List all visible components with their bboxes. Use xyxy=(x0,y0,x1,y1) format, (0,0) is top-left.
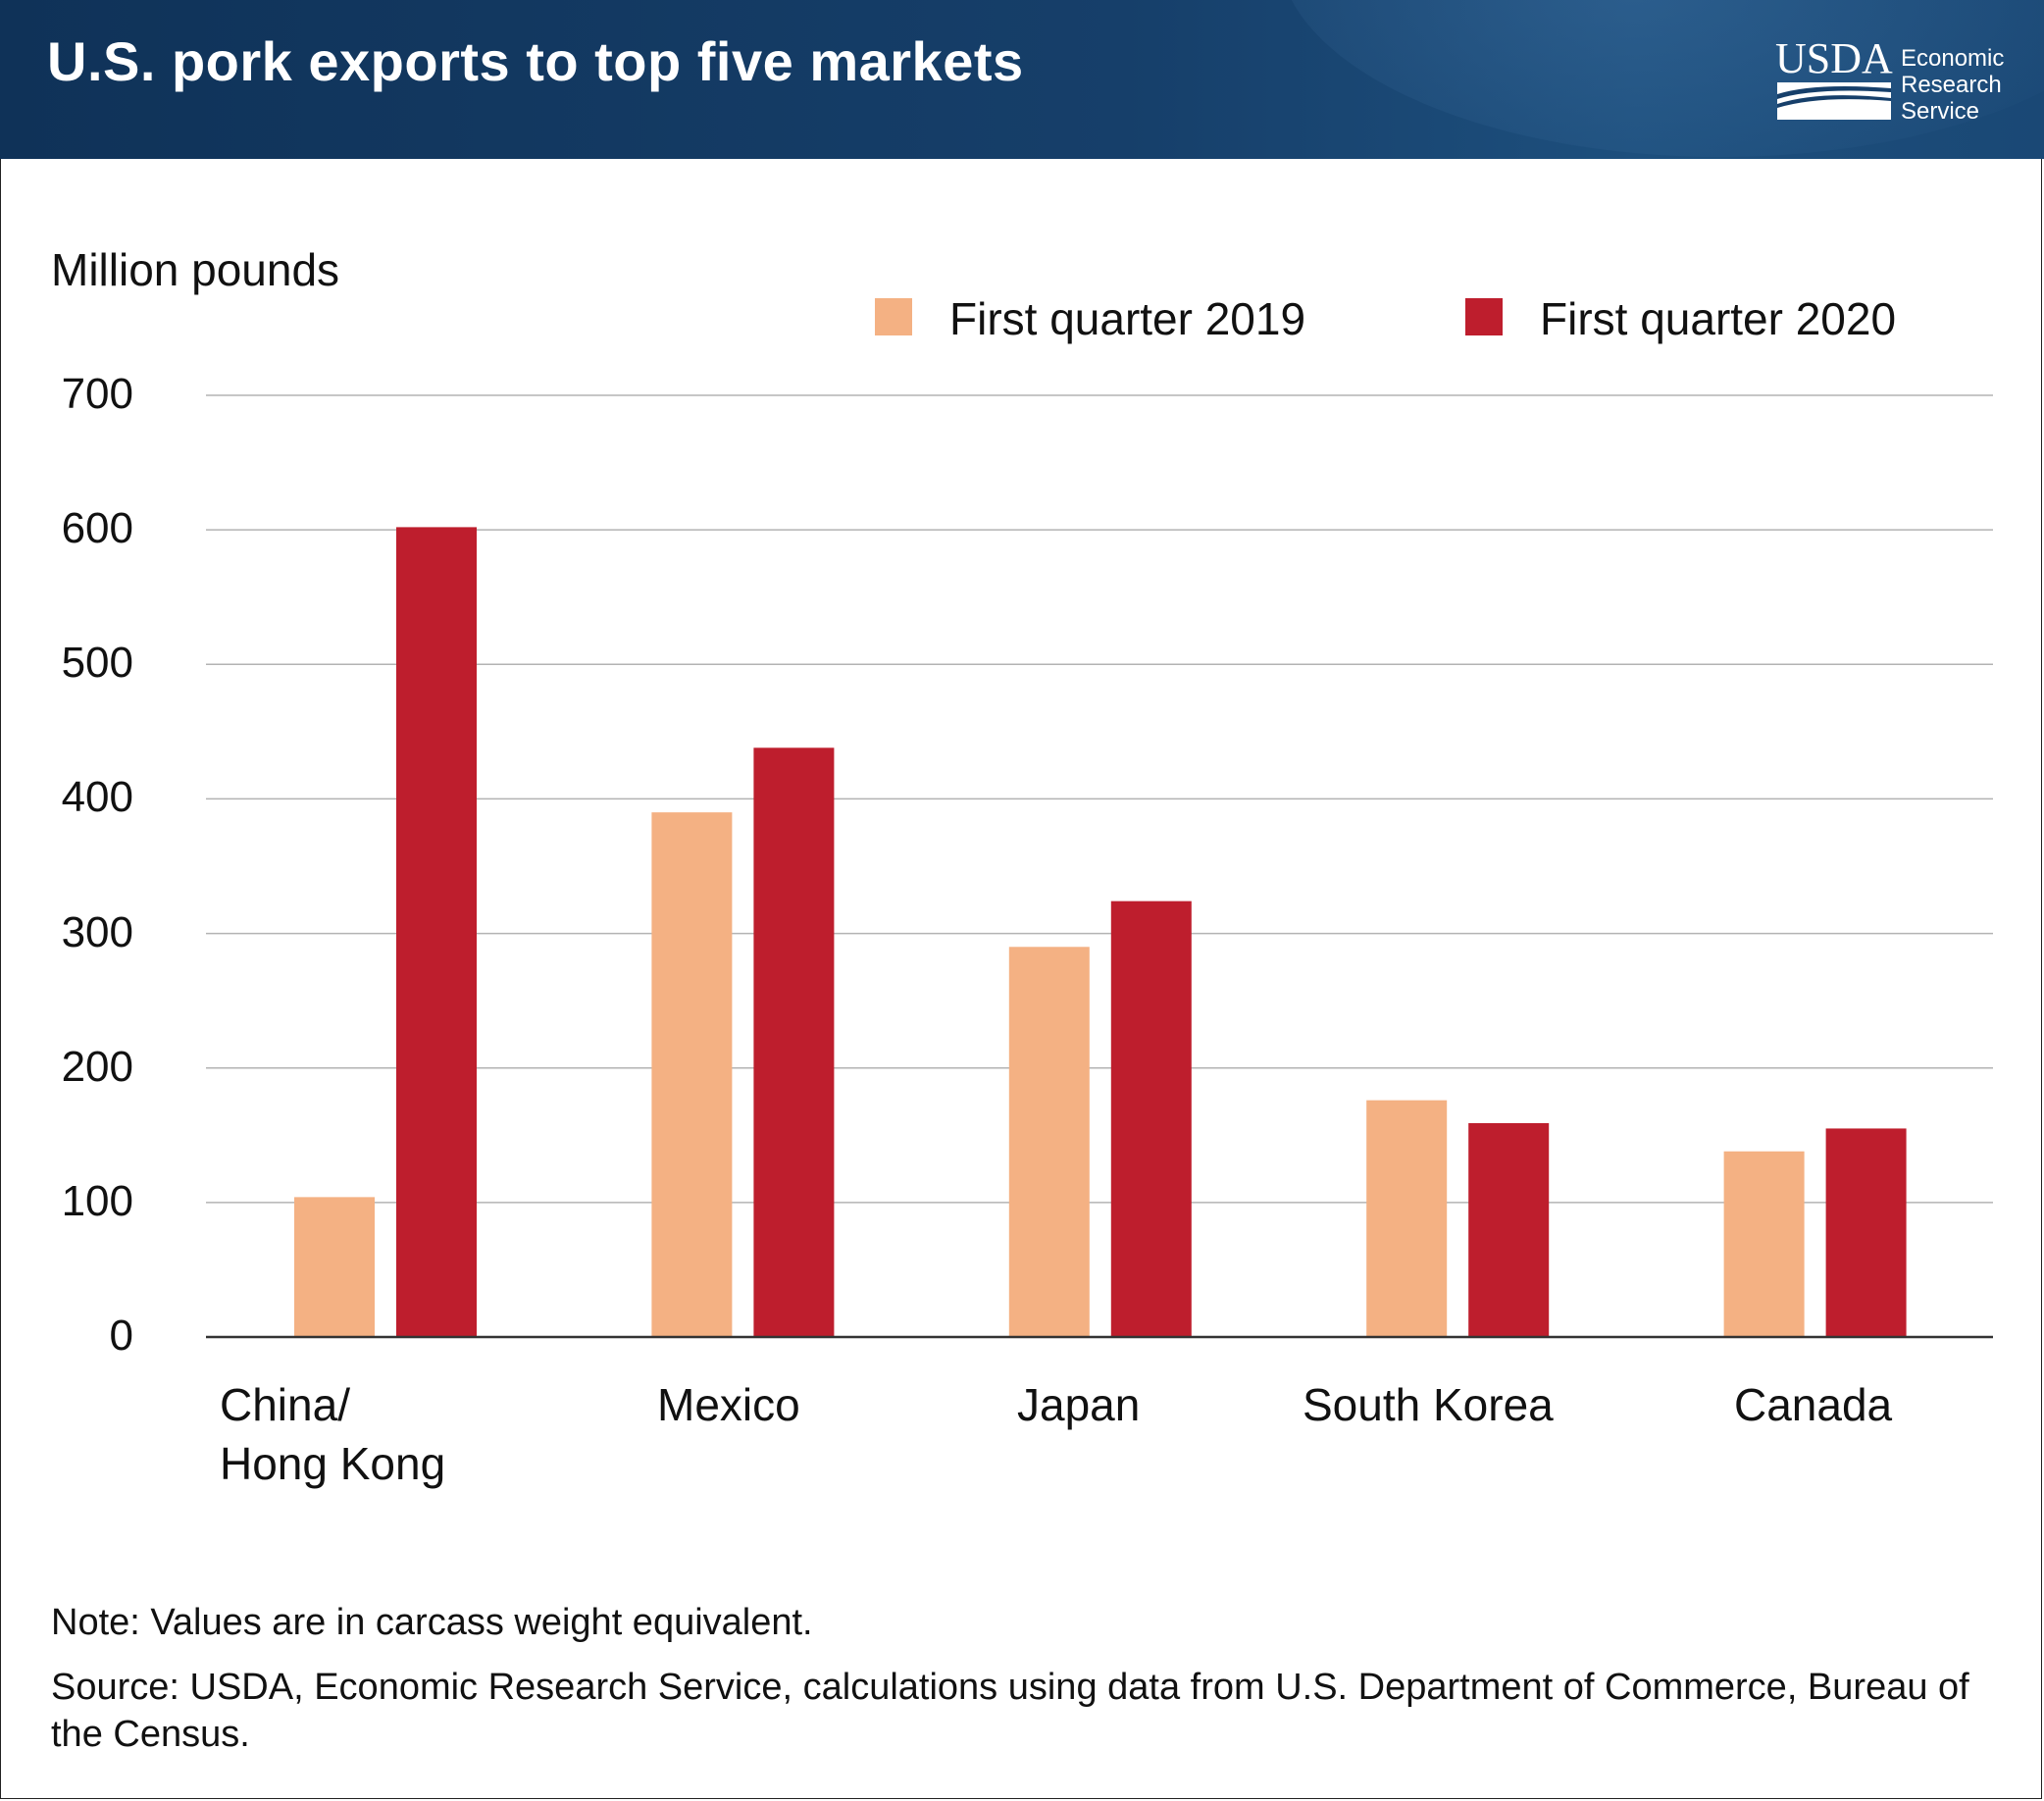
logo-line-3: Service xyxy=(1901,98,1980,125)
x-tick-label: China/ Hong Kong xyxy=(220,1379,446,1489)
legend-swatch-2019 xyxy=(875,298,912,335)
x-tick-label: South Korea xyxy=(1303,1379,1554,1430)
bar-2020 xyxy=(753,747,835,1337)
y-tick-label: 400 xyxy=(61,773,133,822)
bar-2019 xyxy=(1008,947,1090,1337)
logo-text: Economic Research Service xyxy=(1901,45,2004,125)
usda-logo: USDA xyxy=(1775,39,1893,120)
footnote-note: Note: Values are in carcass weight equiv… xyxy=(51,1602,813,1643)
bar-2020 xyxy=(1468,1122,1550,1337)
x-tick-label: Mexico xyxy=(657,1379,800,1430)
bar-2019 xyxy=(651,812,733,1337)
bar-2019 xyxy=(1366,1100,1448,1337)
y-tick-label: 200 xyxy=(61,1042,133,1091)
y-tick-label: 500 xyxy=(61,639,133,688)
bar-2019 xyxy=(1723,1151,1805,1337)
y-tick-label: 100 xyxy=(61,1176,133,1225)
legend-label-2020: First quarter 2020 xyxy=(1540,293,1897,344)
chart-title: U.S. pork exports to top five markets xyxy=(47,30,1024,92)
y-tick-label: 700 xyxy=(61,370,133,418)
x-tick-label: Canada xyxy=(1734,1379,1893,1430)
y-tick-label: 600 xyxy=(61,504,133,553)
legend-swatch-2020 xyxy=(1465,298,1503,335)
logo-line-1: Economic xyxy=(1901,45,2005,72)
usda-logo-mark: USDA xyxy=(1775,39,1893,82)
y-tick-label: 300 xyxy=(61,907,133,956)
x-tick-label: Japan xyxy=(1017,1379,1141,1430)
logo-line-2: Research xyxy=(1901,72,2002,98)
y-axis-label: Million pounds xyxy=(51,244,340,295)
header-banner: U.S. pork exports to top five markets xyxy=(0,0,2044,159)
y-tick-label: 0 xyxy=(109,1312,133,1360)
footnote-source: Source: USDA, Economic Research Service,… xyxy=(51,1667,1969,1755)
bar-2020 xyxy=(1825,1128,1907,1337)
legend-label-2019: First quarter 2019 xyxy=(949,293,1306,344)
bar-2020 xyxy=(1110,900,1192,1337)
bar-2020 xyxy=(396,527,477,1337)
bar-2019 xyxy=(294,1197,375,1337)
